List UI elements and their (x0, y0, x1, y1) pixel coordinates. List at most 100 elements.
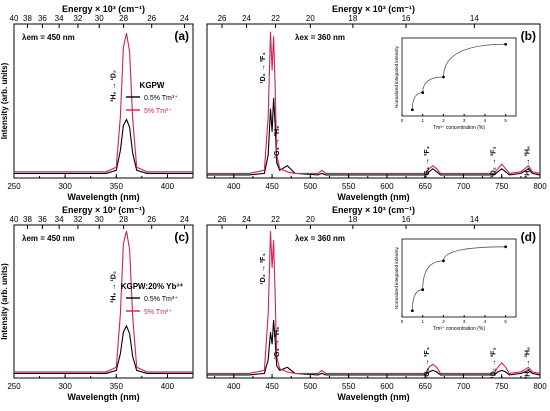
inset-tick-label: 0 (401, 319, 404, 324)
transition-label: ¹D₂ → ³F₃ (491, 146, 498, 177)
excitation-label: λem = 450 nm (22, 33, 75, 42)
inset-tick-label: 0 (401, 118, 404, 123)
x-tick-label: 450 (265, 382, 279, 391)
inset-point (410, 309, 414, 313)
inset-point (504, 42, 508, 46)
x-tick-label: 550 (342, 182, 356, 191)
top-tick-label: 14 (470, 14, 479, 23)
x-tick-label: 400 (161, 182, 175, 191)
top-tick-label: 16 (402, 14, 411, 23)
series-line-high (207, 231, 541, 374)
series-line-low (207, 97, 541, 176)
transition-label: ¹G₄ → ³F₄ (424, 146, 431, 178)
panel-letter: (b) (521, 29, 536, 43)
x-tick-label: 400 (227, 182, 241, 191)
top-tick-label: 30 (95, 215, 104, 224)
top-tick-label: 40 (10, 14, 19, 23)
x-tick-label: 550 (342, 382, 356, 391)
transition-label: ³H₆ → ¹D₂ (110, 70, 117, 102)
inset-tick-label: 1 (421, 118, 424, 123)
x-tick-label: 700 (457, 182, 471, 191)
top-tick-label: 20 (306, 215, 315, 224)
x-tick-label: 600 (380, 382, 394, 391)
top-tick-label: 22 (271, 215, 280, 224)
top-tick-label: 24 (180, 14, 189, 23)
inset-point (442, 259, 445, 263)
inset-tick-label: 2 (442, 118, 445, 123)
x-tick-label: 350 (110, 182, 124, 191)
inset-tick-label: 4 (484, 319, 487, 324)
series-line-high (207, 31, 541, 174)
top-tick-label: 20 (306, 14, 315, 23)
inset-tick-label: 3 (463, 118, 466, 123)
x-axis-title: Wavelength (nm) (67, 392, 139, 402)
x-tick-label: 250 (7, 382, 21, 391)
legend-header: KGPW:20% Yb³⁺ (121, 282, 184, 291)
x-tick-label: 800 (533, 382, 547, 391)
top-tick-label: 30 (95, 14, 104, 23)
inset-xlabel: Tm³⁺ concentration (%) (433, 125, 485, 131)
series-line-high (14, 230, 193, 373)
y-axis-title: Intensity (arb. units) (0, 62, 9, 139)
panel-0: 250 300 350 400 Wavelength (nm) 40 38 36 34 32 30 2… (0, 4, 194, 202)
x-tick-label: 250 (7, 182, 21, 191)
top-tick-label: 36 (38, 215, 47, 224)
x-tick-label: 450 (265, 182, 279, 191)
top-tick-label: 22 (271, 14, 280, 23)
x-tick-label: 400 (161, 382, 175, 391)
inset-point (442, 75, 445, 79)
inset-frame (401, 37, 517, 117)
x-tick-label: 700 (457, 382, 471, 391)
top-tick-label: 38 (23, 215, 32, 224)
inset-point (421, 288, 425, 292)
inset-tick-label: 3 (463, 319, 466, 324)
x-tick-label: 800 (533, 182, 547, 191)
inset-tick-label: 5 (504, 319, 507, 324)
inset-point (421, 91, 425, 94)
x-tick-label: 650 (418, 382, 432, 391)
top-tick-label: 28 (119, 215, 128, 224)
x-tick-label: 500 (304, 382, 318, 391)
top-tick-label: 40 (10, 215, 19, 224)
excitation-label: λex = 360 nm (295, 33, 345, 42)
series-line-low (207, 319, 541, 376)
top-tick-label: 36 (38, 14, 47, 23)
top-tick-label: 14 (470, 215, 479, 224)
plot-frame (13, 224, 194, 379)
plot-frame (206, 23, 541, 179)
top-tick-label: 24 (242, 215, 251, 224)
top-axis-title: Energy × 10³ (cm⁻¹) (332, 205, 415, 215)
panel-letter: (a) (174, 29, 189, 43)
plot-frame (13, 23, 194, 179)
top-tick-label: 26 (147, 14, 156, 23)
x-tick-label: 750 (495, 182, 509, 191)
transition-label: ³H₆ → ¹D₂ (110, 271, 117, 303)
top-tick-label: 18 (348, 215, 357, 224)
inset-point (410, 108, 414, 112)
inset: 0 1 2 3 4 5 Tm³⁺ concentration (%) Normalized i… (394, 37, 517, 131)
top-tick-label: 26 (147, 215, 156, 224)
x-tick-label: 750 (495, 382, 509, 391)
x-tick-label: 400 (227, 382, 241, 391)
inset-tick-label: 4 (484, 118, 487, 123)
transition-label: ¹G₄ → ³H₆ (274, 327, 281, 360)
transition-label: ¹G₄ → ³F₄ (424, 347, 431, 379)
series-line-low (14, 324, 193, 374)
series-line-high (14, 33, 193, 173)
transition-label: ³H₄ → ³H₆ (524, 146, 531, 178)
transition-label: ¹D₂ → ³F₃ (491, 347, 498, 378)
top-tick-label: 18 (348, 14, 357, 23)
top-tick-label: 38 (23, 14, 32, 23)
inset-tick-label: 1 (421, 319, 424, 324)
top-tick-label: 32 (73, 14, 82, 23)
inset-ylabel: Normalized integrated intensity (394, 45, 399, 108)
top-tick-label: 26 (218, 215, 227, 224)
transition-label: ¹D₂ → ³F₄ (260, 52, 267, 83)
top-tick-label: 34 (55, 215, 64, 224)
excitation-label: λem = 450 nm (22, 234, 75, 243)
transition-label: ¹G₄ → ³H₆ (274, 126, 281, 159)
x-axis-title: Wavelength (nm) (67, 192, 139, 202)
series-line-low (14, 118, 193, 174)
